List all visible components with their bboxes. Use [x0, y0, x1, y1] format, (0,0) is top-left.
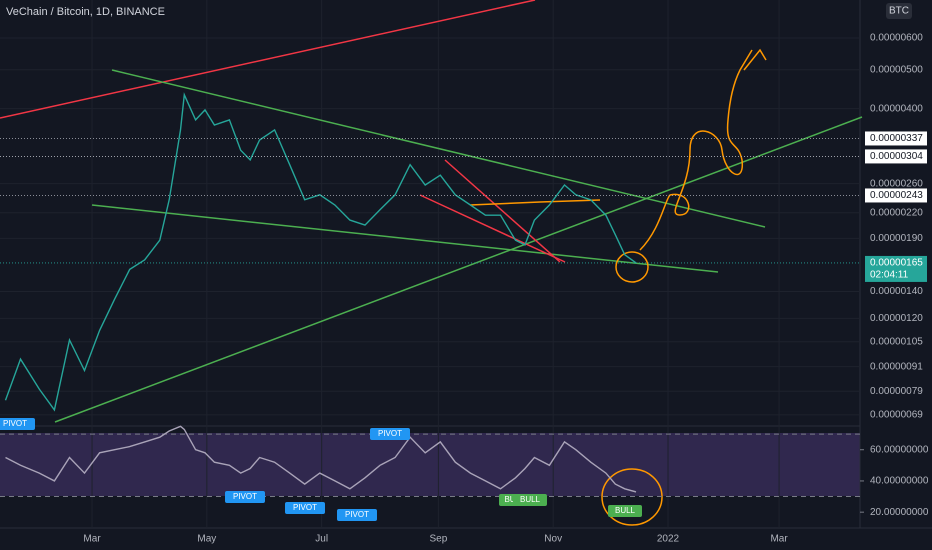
trend-line — [444, 159, 561, 263]
drawings — [0, 0, 863, 526]
trend-line — [111, 69, 766, 228]
y-tick-label: 0.00000400 — [870, 103, 923, 114]
signal-label: PIVOT — [293, 503, 317, 512]
x-tick-label: 2022 — [657, 534, 680, 545]
symbol-title: VeChain / Bitcoin, 1D, BINANCE — [6, 6, 165, 18]
y-tick-label: 0.00000105 — [870, 336, 923, 347]
y-tick-label: 0.00000091 — [870, 361, 923, 372]
y-tick-label: 0.00000120 — [870, 313, 923, 324]
price-label-box — [865, 131, 927, 146]
signal-label: PIVOT — [378, 429, 402, 438]
signal-tag — [370, 428, 410, 440]
y-tick-label: 0.00000069 — [870, 410, 923, 421]
signal-tag — [0, 418, 35, 430]
signal-tag — [513, 494, 547, 506]
trend-line — [419, 194, 566, 263]
x-tick-label: Nov — [544, 534, 562, 545]
price-label-box — [865, 255, 927, 282]
drawing-arrow — [743, 48, 767, 71]
signal-tag — [608, 505, 642, 517]
trend-line — [91, 204, 719, 273]
y-tick-label: 0.00000500 — [870, 64, 923, 75]
series-line — [5, 425, 637, 493]
signal-tag — [337, 509, 377, 521]
y-tick-label: 0.00000079 — [870, 386, 923, 397]
price-label: 0.00000165 — [870, 258, 923, 269]
signal-label: PIVOT — [3, 419, 27, 428]
price-label: 0.00000243 — [870, 190, 923, 201]
y-tick-label: 20.00000000 — [870, 507, 929, 518]
signal-tag — [285, 502, 325, 514]
price-label: 0.00000304 — [870, 151, 923, 162]
signal-label: PIVOT — [233, 492, 257, 501]
x-tick-label: Mar — [83, 534, 101, 545]
price-label-box — [865, 188, 927, 203]
y-tick-label: 40.00000000 — [870, 476, 929, 487]
rsi-band — [0, 433, 860, 496]
signal-label: BU — [504, 495, 515, 504]
signal-label: BULL — [520, 495, 541, 504]
x-tick-label: May — [197, 534, 216, 545]
y-tick-label: 0.00000190 — [870, 233, 923, 244]
y-tick-label: 0.00000140 — [870, 286, 923, 297]
unit-badge-label: BTC — [889, 6, 909, 17]
trend-line — [0, 0, 536, 119]
x-tick-label: Sep — [429, 534, 447, 545]
y-tick-label: 0.00000600 — [870, 33, 923, 44]
trend-line — [469, 199, 601, 206]
signal-label: BULL — [615, 506, 636, 515]
unit-badge — [886, 3, 912, 19]
x-tick-label: Mar — [770, 534, 788, 545]
y-tick-label: 60.00000000 — [870, 444, 929, 455]
signal-label: PIVOT — [345, 510, 369, 519]
price-label: 0.00000337 — [870, 133, 923, 144]
y-tick-label: 0.00000260 — [870, 178, 923, 189]
series-line — [4, 92, 637, 412]
price-label-box — [865, 149, 927, 164]
y-tick-label: 0.00000220 — [870, 207, 923, 218]
drawing-path — [639, 49, 753, 251]
countdown: 02:04:11 — [870, 270, 909, 281]
x-tick-label: Jul — [315, 534, 328, 545]
drawing-circle — [615, 251, 649, 283]
signal-tag — [225, 491, 265, 503]
